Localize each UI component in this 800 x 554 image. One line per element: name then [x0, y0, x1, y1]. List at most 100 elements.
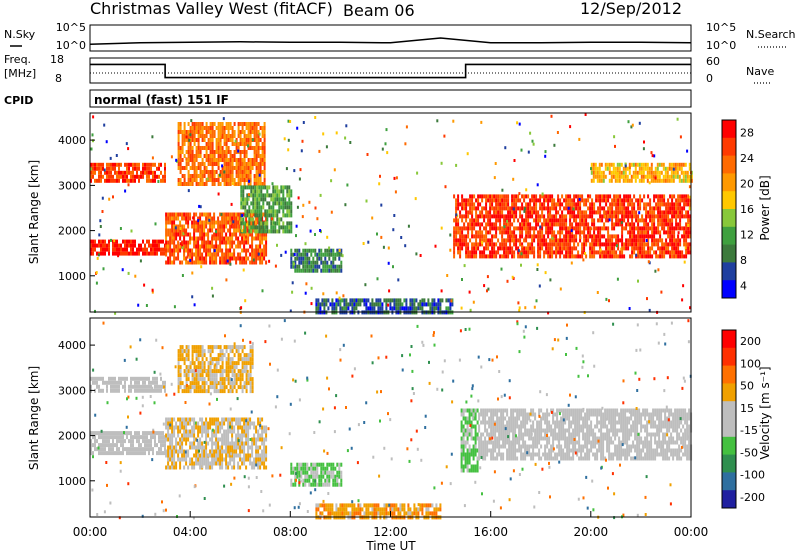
data-cell — [261, 449, 264, 454]
data-cell — [184, 230, 186, 234]
data-cell — [687, 214, 690, 219]
data-cell — [175, 437, 178, 442]
data-cell — [501, 246, 504, 251]
data-cell — [102, 431, 104, 436]
data-cell — [215, 232, 218, 237]
data-cell — [677, 226, 680, 231]
data-cell — [211, 138, 214, 142]
data-cell — [185, 182, 188, 186]
data-cell — [485, 230, 488, 235]
data-cell — [599, 206, 602, 211]
data-cell — [213, 178, 216, 182]
data-cell — [290, 201, 293, 206]
data-cell — [148, 174, 150, 179]
data-cell — [211, 174, 214, 178]
data-cell — [672, 170, 675, 175]
data-cell — [177, 142, 180, 146]
data-cell — [256, 205, 259, 210]
data-cell — [593, 250, 596, 255]
data-cell — [211, 240, 214, 245]
data-cell — [181, 130, 184, 134]
data-cell — [126, 174, 128, 179]
data-cell — [124, 243, 126, 248]
data-cell — [573, 194, 576, 199]
data-cell — [187, 369, 190, 374]
data-cell — [185, 453, 188, 458]
data-cell — [160, 376, 162, 381]
data-cell — [646, 178, 649, 183]
data-cell — [193, 134, 196, 138]
data-cell — [669, 242, 672, 247]
data-cell — [211, 154, 214, 158]
data-cell — [195, 248, 198, 253]
data-cell — [254, 197, 257, 202]
data-cell — [264, 225, 267, 230]
data-cell — [128, 166, 130, 171]
data-cell — [645, 242, 648, 247]
data-cell — [158, 166, 160, 171]
data-cell — [280, 253, 283, 257]
data-cell — [240, 193, 243, 198]
data-cell — [195, 385, 198, 390]
data-cell — [672, 174, 675, 179]
freq-series-line — [90, 63, 691, 79]
data-cell — [341, 306, 344, 311]
data-cell — [247, 437, 250, 442]
data-cell — [150, 443, 152, 448]
data-cell — [417, 306, 420, 311]
data-cell — [627, 218, 630, 223]
data-cell — [241, 174, 244, 178]
data-cell — [481, 206, 484, 211]
data-cell — [559, 234, 562, 239]
data-cell — [485, 202, 488, 207]
data-cell — [555, 218, 558, 223]
data-cell — [328, 252, 331, 257]
data-cell — [156, 384, 158, 389]
data-cell — [181, 425, 184, 430]
data-cell — [118, 435, 120, 440]
data-cell — [463, 238, 466, 243]
data-cell — [173, 457, 176, 462]
data-cell — [626, 174, 629, 179]
data-cell — [165, 465, 168, 470]
data-cell — [569, 210, 572, 215]
data-cell — [579, 238, 582, 243]
data-cell — [211, 162, 214, 166]
data-cell — [535, 206, 538, 211]
data-cell — [609, 254, 612, 259]
data-cell — [543, 250, 546, 255]
data-cell — [237, 441, 240, 446]
data-cell — [193, 162, 196, 166]
data-cell — [229, 461, 232, 466]
data-cell — [657, 198, 660, 203]
data-cell — [138, 443, 140, 448]
data-cell — [144, 376, 146, 381]
data-cell — [379, 306, 382, 311]
data-cell — [336, 268, 339, 273]
data-cell — [137, 303, 140, 307]
data-cell — [189, 212, 192, 217]
data-cell — [477, 246, 480, 251]
data-cell — [146, 251, 148, 256]
data-cell — [276, 197, 279, 202]
data-cell — [261, 252, 264, 257]
data-cell — [239, 437, 242, 442]
data-cell — [272, 217, 275, 222]
data-cell — [175, 248, 178, 253]
data-cell — [365, 306, 368, 311]
data-cell — [664, 166, 667, 171]
data-cell — [169, 437, 172, 442]
data-cell — [146, 170, 148, 175]
data-cell — [485, 234, 488, 239]
data-cell — [495, 194, 498, 199]
data-cell — [165, 421, 168, 426]
data-cell — [242, 229, 245, 234]
data-cell — [154, 247, 156, 252]
data-cell — [203, 449, 206, 454]
data-cell — [144, 447, 146, 452]
data-cell — [229, 260, 232, 265]
data-cell — [298, 177, 301, 181]
data-cell — [211, 465, 214, 470]
data-cell — [611, 210, 614, 215]
data-cell — [158, 451, 160, 456]
